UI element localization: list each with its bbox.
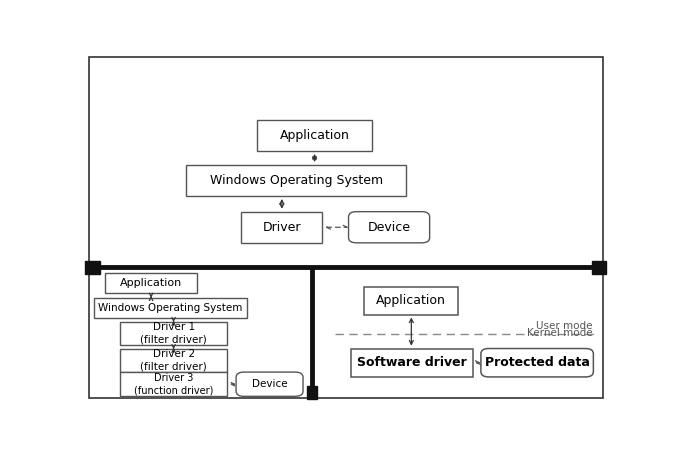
Bar [105,273,197,293]
Text: Device: Device [368,221,410,234]
Bar [120,372,227,396]
Bar [120,349,227,372]
Bar [186,165,406,196]
Text: Application: Application [377,294,446,307]
Text: Application: Application [279,129,350,142]
Text: Windows Operating System: Windows Operating System [210,174,383,187]
Bar [120,322,227,345]
FancyBboxPatch shape [236,372,303,396]
FancyBboxPatch shape [348,212,429,243]
Bar [351,348,472,377]
Bar [364,287,458,315]
Text: Windows Operating System: Windows Operating System [98,303,242,313]
Bar [94,298,246,318]
Text: User mode: User mode [537,321,593,331]
Bar [242,212,323,243]
Bar [306,386,317,399]
Text: Driver 3
(function driver): Driver 3 (function driver) [134,373,213,396]
Text: Driver: Driver [263,221,301,234]
FancyBboxPatch shape [481,348,593,377]
Text: Device: Device [252,379,288,389]
Bar [86,261,100,274]
Text: Application: Application [120,278,182,288]
Text: Software driver: Software driver [357,356,466,369]
Bar [257,120,372,151]
Text: Driver 1
(filter driver): Driver 1 (filter driver) [140,323,207,345]
Text: Kernel mode: Kernel mode [527,328,593,338]
Bar [592,261,606,274]
Text: Protected data: Protected data [485,356,589,369]
Text: Driver 2
(filter driver): Driver 2 (filter driver) [140,350,207,372]
